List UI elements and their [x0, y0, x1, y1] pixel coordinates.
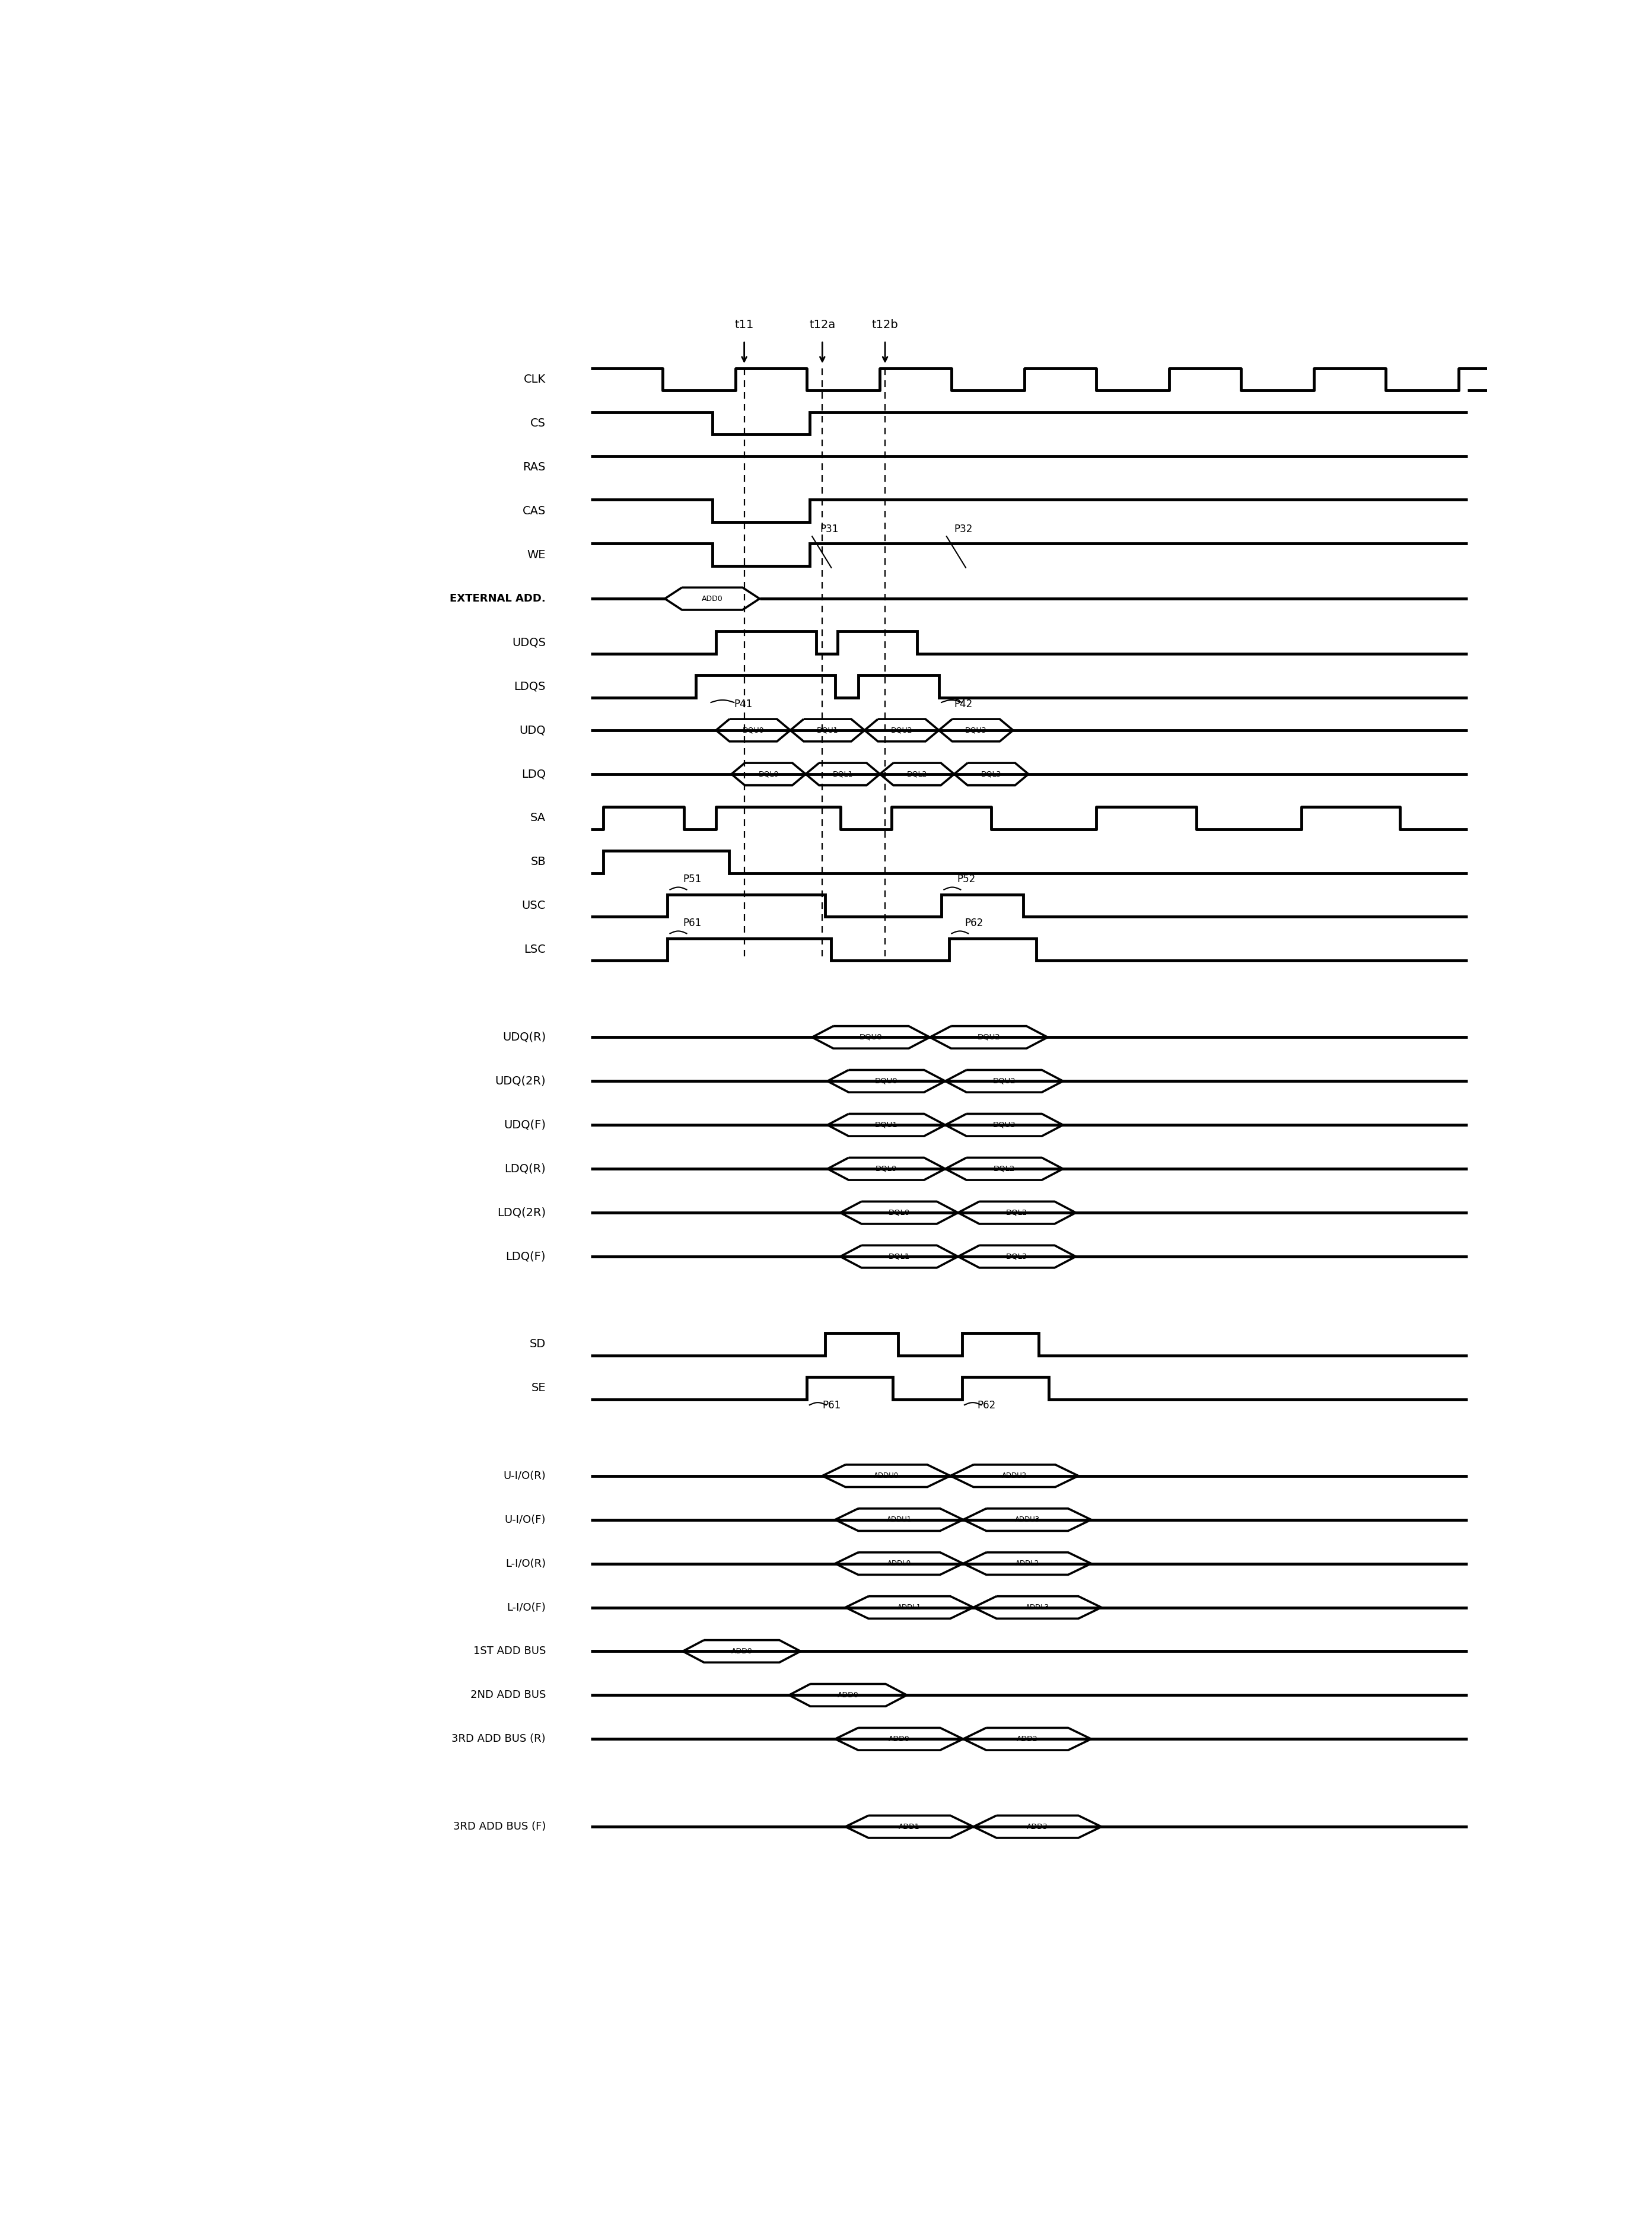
Text: DQL0: DQL0 — [889, 1209, 910, 1215]
Text: ADDU0: ADDU0 — [874, 1472, 899, 1479]
Text: CS: CS — [530, 418, 545, 430]
Text: DQU1: DQU1 — [876, 1120, 897, 1129]
Text: DQU0: DQU0 — [859, 1034, 882, 1041]
Text: ADD0: ADD0 — [889, 1736, 910, 1742]
Text: ADDL1: ADDL1 — [897, 1603, 922, 1612]
Text: P61: P61 — [682, 917, 702, 928]
Text: P51: P51 — [682, 875, 702, 883]
Text: DQU2: DQU2 — [993, 1078, 1016, 1085]
Text: EXTERNAL ADD.: EXTERNAL ADD. — [449, 593, 545, 604]
Text: WE: WE — [527, 549, 545, 560]
Text: DQL0: DQL0 — [876, 1165, 897, 1173]
Text: CLK: CLK — [524, 374, 545, 385]
Text: t12b: t12b — [872, 319, 899, 330]
Text: ADD0: ADD0 — [732, 1647, 752, 1656]
Text: LDQ(F): LDQ(F) — [506, 1251, 545, 1262]
Text: SD: SD — [530, 1339, 545, 1351]
Text: SA: SA — [530, 813, 545, 824]
Text: 3RD ADD BUS (F): 3RD ADD BUS (F) — [453, 1822, 545, 1831]
Text: USC: USC — [522, 901, 545, 912]
Text: DQL2: DQL2 — [907, 770, 927, 777]
Text: ADDU1: ADDU1 — [887, 1517, 912, 1523]
Text: DQL0: DQL0 — [758, 770, 778, 777]
Text: UDQ(R): UDQ(R) — [502, 1032, 545, 1043]
Text: ADD1: ADD1 — [899, 1822, 920, 1831]
Text: ADD0: ADD0 — [702, 596, 724, 602]
Text: t11: t11 — [735, 319, 753, 330]
Text: 2ND ADD BUS: 2ND ADD BUS — [471, 1689, 545, 1700]
Text: DQU0: DQU0 — [742, 726, 765, 735]
Text: P32: P32 — [955, 525, 973, 536]
Text: DQL2: DQL2 — [1006, 1209, 1028, 1215]
Text: P52: P52 — [957, 875, 975, 883]
Text: P41: P41 — [733, 700, 753, 708]
Text: ADD2: ADD2 — [1016, 1736, 1037, 1742]
Text: DQU0: DQU0 — [876, 1078, 897, 1085]
Text: P31: P31 — [819, 525, 838, 536]
Text: DQL3: DQL3 — [981, 770, 1001, 777]
Text: DQU1: DQU1 — [816, 726, 838, 735]
Text: DQU2: DQU2 — [978, 1034, 999, 1041]
Text: DQL1: DQL1 — [889, 1253, 910, 1260]
Text: LDQ(2R): LDQ(2R) — [497, 1207, 545, 1218]
Text: ADD0: ADD0 — [838, 1691, 859, 1698]
Text: RAS: RAS — [524, 461, 545, 474]
Text: DQL2: DQL2 — [993, 1165, 1014, 1173]
Text: ADD3: ADD3 — [1028, 1822, 1047, 1831]
Text: DQU3: DQU3 — [993, 1120, 1016, 1129]
Text: ADDU2: ADDU2 — [1001, 1472, 1028, 1479]
Text: LDQ(R): LDQ(R) — [504, 1162, 545, 1173]
Text: U-I/O(F): U-I/O(F) — [504, 1514, 545, 1525]
Text: SE: SE — [532, 1382, 545, 1395]
Text: UDQ: UDQ — [519, 724, 545, 735]
Text: LDQS: LDQS — [514, 680, 545, 693]
Text: CAS: CAS — [522, 505, 545, 516]
Text: t12a: t12a — [809, 319, 836, 330]
Text: UDQ(F): UDQ(F) — [504, 1120, 545, 1131]
Text: P42: P42 — [955, 700, 973, 708]
Text: SB: SB — [530, 857, 545, 868]
Text: 3RD ADD BUS (R): 3RD ADD BUS (R) — [451, 1734, 545, 1745]
Text: ADDL0: ADDL0 — [887, 1559, 910, 1568]
Text: L-I/O(R): L-I/O(R) — [506, 1559, 545, 1570]
Text: ADDL2: ADDL2 — [1016, 1559, 1039, 1568]
Text: DQU3: DQU3 — [965, 726, 986, 735]
Text: UDQ(2R): UDQ(2R) — [496, 1076, 545, 1087]
Text: DQL3: DQL3 — [1006, 1253, 1028, 1260]
Text: P62: P62 — [965, 917, 983, 928]
Text: P62: P62 — [978, 1399, 996, 1410]
Text: UDQS: UDQS — [512, 638, 545, 649]
Text: LSC: LSC — [524, 943, 545, 954]
Text: U-I/O(R): U-I/O(R) — [504, 1470, 545, 1481]
Text: DQU2: DQU2 — [890, 726, 912, 735]
Text: DQL1: DQL1 — [833, 770, 852, 777]
Text: ADDU3: ADDU3 — [1014, 1517, 1039, 1523]
Text: L-I/O(F): L-I/O(F) — [507, 1603, 545, 1612]
Text: ADDL3: ADDL3 — [1026, 1603, 1049, 1612]
Text: LDQ: LDQ — [522, 768, 545, 779]
Text: P61: P61 — [823, 1399, 841, 1410]
Text: 1ST ADD BUS: 1ST ADD BUS — [472, 1645, 545, 1656]
